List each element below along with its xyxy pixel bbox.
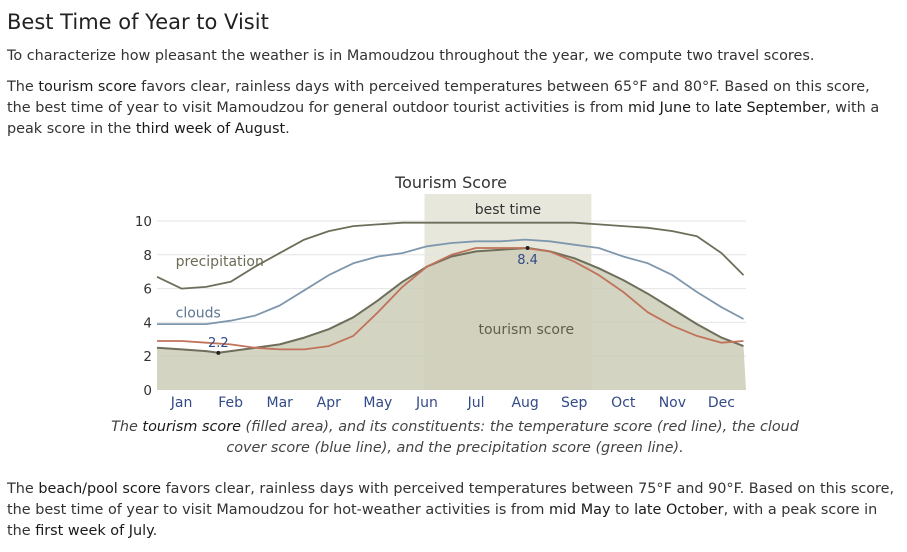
highlight-text: beach/pool score — [38, 481, 162, 497]
highlight-text: tourism score — [142, 419, 241, 435]
min-value-label: 2.2 — [208, 336, 229, 351]
text: to — [691, 100, 715, 116]
x-tick-label: Jun — [415, 395, 438, 411]
text: The — [7, 79, 39, 95]
y-tick-label: 6 — [143, 282, 152, 298]
x-tick-label: Oct — [611, 395, 636, 411]
precipitation-line — [156, 221, 745, 290]
text: The — [111, 419, 143, 435]
section-heading: Best Time of Year to Visit — [7, 10, 269, 34]
tourism-paragraph: The tourism score favors clear, rainless… — [7, 77, 897, 140]
x-tick-label: May — [363, 395, 392, 411]
highlight-text: first week of July — [35, 523, 153, 539]
highlight-text: tourism score — [38, 79, 137, 95]
highlight-text: third week of August — [135, 121, 286, 137]
tourism-score-area — [157, 248, 746, 390]
y-tick-label: 8 — [143, 248, 152, 264]
min-marker — [216, 350, 221, 355]
x-tick-label: Jan — [170, 395, 193, 411]
highlight-text: late September — [714, 100, 827, 116]
intro-paragraph: To characterize how pleasant the weather… — [7, 48, 815, 64]
best-time-label: best time — [475, 202, 541, 218]
text: , with a peak score in the — [7, 502, 878, 539]
x-tick-label: Dec — [708, 395, 735, 411]
precipitation-label: precipitation — [176, 254, 264, 270]
clouds-line — [157, 238, 744, 325]
chart-title: Tourism Score — [394, 173, 507, 192]
text: . — [152, 523, 158, 539]
temperature-line — [157, 247, 744, 351]
y-tick-label: 2 — [143, 349, 152, 365]
x-tick-label: Apr — [317, 395, 341, 411]
max-marker — [525, 246, 530, 251]
highlight-text: mid June — [627, 100, 692, 116]
text: favors clear, rainless days with perceiv… — [7, 79, 870, 116]
text: , with a peak score in the — [7, 100, 880, 137]
tourism-score-label: tourism score — [478, 322, 574, 338]
x-tick-label: Sep — [561, 395, 588, 411]
text: (filled area), and its constituents: the… — [226, 419, 799, 456]
text: The — [7, 481, 39, 497]
y-tick-label: 10 — [135, 214, 152, 230]
x-tick-label: Feb — [218, 395, 243, 411]
text: favors clear, rainless days with perceiv… — [7, 481, 895, 518]
x-tick-label: Aug — [511, 395, 538, 411]
beach-paragraph: The beach/pool score favors clear, rainl… — [7, 479, 897, 542]
x-tick-label: Jul — [467, 395, 485, 411]
text: . — [285, 121, 290, 137]
highlight-text: late October — [634, 502, 724, 518]
highlight-text: mid May — [548, 502, 611, 518]
max-value-label: 8.4 — [517, 253, 538, 268]
text: to — [610, 502, 635, 518]
y-tick-label: 0 — [143, 383, 152, 399]
x-tick-label: Mar — [266, 395, 293, 411]
x-tick-label: Nov — [659, 395, 686, 411]
clouds-label: clouds — [176, 305, 221, 321]
chart-caption: The tourism score (filled area), and its… — [110, 417, 800, 459]
y-tick-label: 4 — [143, 315, 152, 331]
tourism-score-chart: best time Tourism Score 0 2 4 6 8 10 Jan Feb Mar Ap… — [135, 173, 746, 411]
